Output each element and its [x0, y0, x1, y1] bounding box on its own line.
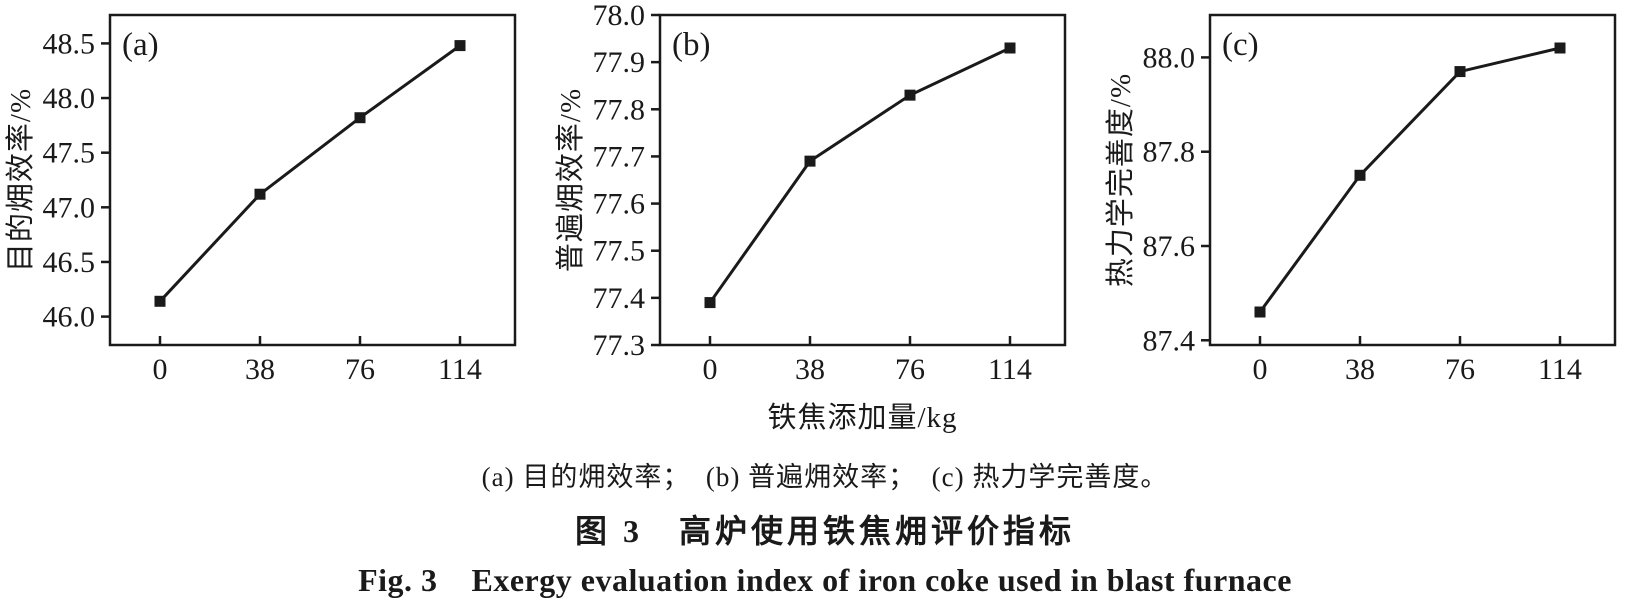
- data-point-marker: [354, 112, 366, 124]
- y-tick-label: 46.5: [43, 246, 96, 279]
- x-tick-label: 76: [895, 353, 925, 386]
- x-tick-label: 114: [988, 353, 1032, 386]
- chart-svg: 46.0 46.5 47.0 47.5 48.0 48.5 0 38 76 114 (a) 目的㶲效率…: [4, 13, 517, 386]
- y-tick-label: 87.6: [1143, 230, 1196, 263]
- panel-letter: (a): [122, 27, 159, 63]
- y-tick-label: 88.0: [1143, 41, 1196, 74]
- x-tick-label: 76: [345, 353, 375, 386]
- chart-panel-a: 46.0 46.5 47.0 47.5 48.0 48.5 0 38 76 114 (a) 目的㶲效率…: [0, 0, 550, 445]
- panel-letter: (c): [1222, 27, 1259, 63]
- x-tick-label: 38: [245, 353, 275, 386]
- y-tick-label: 48.0: [43, 82, 96, 115]
- y-tick-label: 48.5: [43, 27, 96, 60]
- x-tick-label: 38: [1345, 353, 1375, 386]
- y-tick-label: 77.5: [593, 235, 646, 268]
- figure-caption-en: Fig. 3 Exergy evaluation index of iron c…: [358, 562, 1292, 598]
- y-tick-label: 47.0: [43, 191, 96, 224]
- y-axis-label: 目的㶲效率/%: [4, 88, 37, 272]
- x-axis-label: 铁焦添加量/kg: [767, 401, 957, 434]
- y-tick-label: 77.8: [593, 93, 646, 126]
- y-tick-label: 78.0: [593, 0, 646, 32]
- chart-svg: 87.4 87.6 87.8 88.0 0 38 76 114 (c) 热力学完善度/%: [1104, 13, 1617, 386]
- data-point-marker: [704, 297, 716, 309]
- x-tick-label: 0: [153, 353, 168, 386]
- data-point-marker: [454, 40, 466, 52]
- y-axis-label: 热力学完善度/%: [1104, 73, 1137, 287]
- y-tick-label: 77.7: [593, 140, 646, 173]
- data-point-marker: [1354, 169, 1366, 181]
- x-tick-label: 0: [703, 353, 718, 386]
- charts-row: 46.0 46.5 47.0 47.5 48.0 48.5 0 38 76 114 (a) 目的㶲效率…: [0, 0, 1650, 445]
- data-point-marker: [1454, 66, 1466, 78]
- plot-border: [658, 13, 1067, 347]
- x-tick-label: 38: [795, 353, 825, 386]
- figure-caption-zh: 图 3 高炉使用铁焦㶲评价指标: [574, 513, 1075, 549]
- chart-panel-c: 87.4 87.6 87.8 88.0 0 38 76 114 (c) 热力学完善度/%: [1100, 0, 1650, 445]
- data-point-marker: [254, 188, 266, 200]
- data-line: [1258, 46, 1561, 313]
- x-tick-label: 76: [1445, 353, 1475, 386]
- data-line: [158, 44, 461, 303]
- y-tick-label: 87.4: [1143, 324, 1196, 357]
- data-point-marker: [1254, 306, 1266, 318]
- plot-border: [1208, 13, 1617, 347]
- data-point-marker: [1004, 42, 1016, 54]
- x-tick-label: 114: [1538, 353, 1582, 386]
- y-axis-label: 普遍㶲效率/%: [554, 88, 587, 272]
- data-point-marker: [804, 155, 816, 167]
- data-point-marker: [154, 295, 166, 307]
- chart-panel-b: 77.3 77.4 77.5 77.6 77.7 77.8 77.9 78.0 0 38 76 114…: [550, 0, 1100, 445]
- data-point-marker: [904, 89, 916, 101]
- plot-border: [108, 13, 517, 347]
- y-tick-label: 46.0: [43, 301, 96, 334]
- y-tick-label: 77.3: [593, 329, 646, 362]
- y-tick-label: 87.8: [1143, 136, 1196, 169]
- y-tick-label: 77.6: [593, 188, 646, 221]
- x-tick-label: 0: [1253, 353, 1268, 386]
- panel-subcaption: (a) 目的㶲效率； (b) 普遍㶲效率； (c) 热力学完善度。: [481, 462, 1169, 492]
- y-tick-label: 77.4: [593, 282, 646, 315]
- chart-svg: 77.3 77.4 77.5 77.6 77.7 77.8 77.9 78.0 0 38 76 114…: [554, 0, 1067, 434]
- data-point-marker: [1554, 42, 1566, 54]
- panel-letter: (b): [672, 27, 710, 63]
- data-line: [708, 46, 1011, 304]
- y-tick-label: 47.5: [43, 137, 96, 170]
- y-tick-label: 77.9: [593, 46, 646, 79]
- x-tick-label: 114: [438, 353, 482, 386]
